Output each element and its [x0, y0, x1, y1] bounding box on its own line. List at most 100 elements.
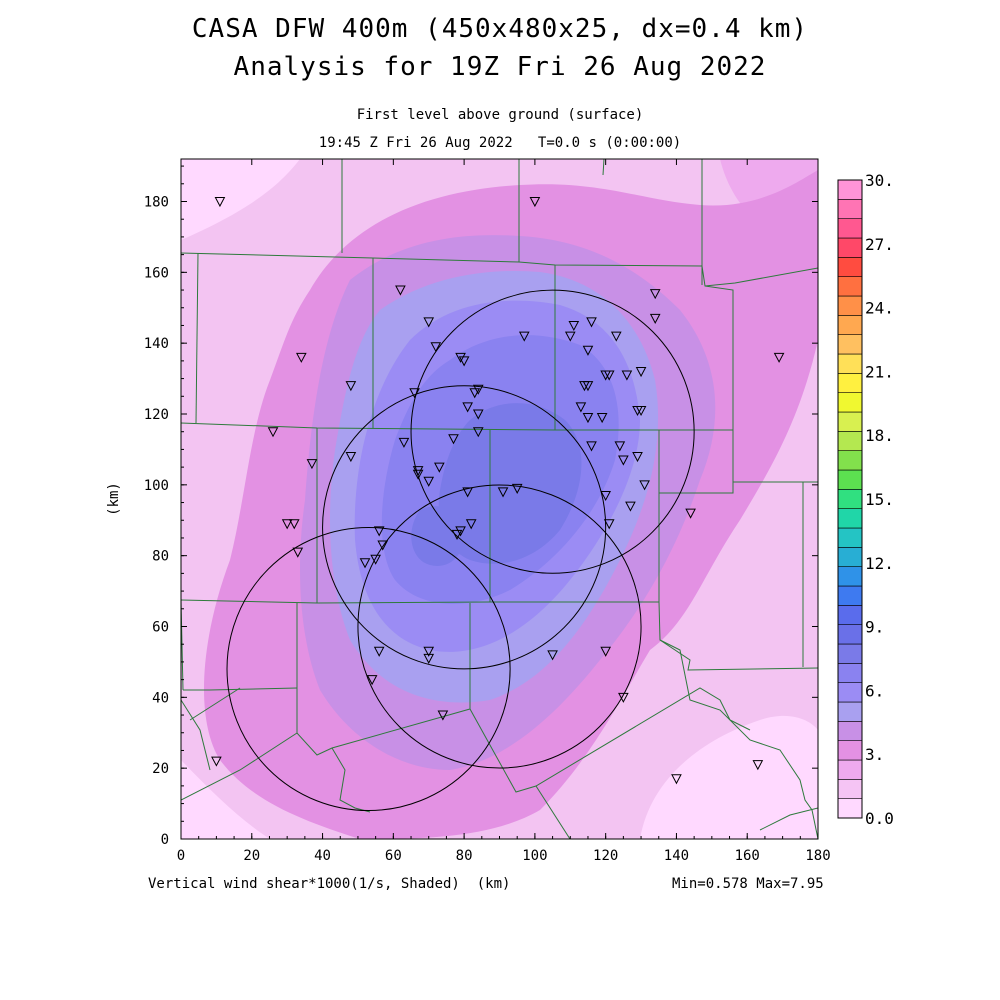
station-marker: [547, 650, 558, 661]
colorbar-swatch: [837, 431, 863, 451]
station-marker: [434, 462, 445, 473]
colorbar-swatch: [837, 295, 863, 316]
min-max-readout: Min=0.578 Max=7.95: [672, 876, 824, 892]
x-tick-label: 20: [243, 848, 260, 864]
x-tick-label: 0: [177, 848, 185, 864]
county-boundaries: [181, 159, 818, 839]
station-marker: [345, 381, 357, 392]
station-marker: [281, 519, 293, 530]
station-marker: [518, 331, 530, 342]
colorbar-swatch: [837, 199, 863, 219]
y-tick-label: 80: [152, 549, 169, 565]
station-marker: [618, 692, 629, 703]
station-marker: [621, 370, 633, 381]
range-ring: [410, 289, 695, 574]
station-marker: [649, 313, 661, 324]
station-marker: [409, 388, 420, 399]
station-marker: [373, 646, 385, 657]
colorbar-swatch: [837, 759, 863, 780]
station-marker: [596, 413, 608, 424]
station-marker: [430, 342, 442, 353]
colorbar-swatch: [837, 624, 863, 645]
colorbar-swatch: [837, 489, 863, 509]
plot-title-line-2: Analysis for 19Z Fri 26 Aug 2022: [233, 52, 767, 82]
station-marker: [497, 487, 509, 498]
station-marker: [455, 526, 466, 537]
colorbar-label: 3.: [865, 745, 884, 764]
y-tick-label: 180: [144, 195, 169, 211]
colorbar-swatch: [837, 257, 863, 277]
station-marker: [773, 352, 785, 363]
station-marker: [462, 402, 473, 413]
station-marker: [458, 356, 470, 367]
colorbar-swatch: [837, 276, 863, 297]
y-tick-label: 140: [144, 336, 169, 352]
station-marker: [395, 285, 406, 296]
colorbar-swatch: [837, 605, 863, 625]
plot-subtitle-level: First level above ground (surface): [356, 107, 644, 123]
station-marker: [423, 317, 435, 328]
station-marker: [345, 452, 357, 463]
x-tick-label: 140: [664, 848, 689, 864]
station-marker: [359, 558, 371, 569]
colorbar-swatch: [837, 469, 863, 490]
colorbar-label: 0.0: [865, 809, 894, 828]
x-tick-label: 160: [735, 848, 760, 864]
y-tick-label: 40: [152, 690, 169, 706]
station-marker: [752, 760, 764, 771]
field-description: Vertical wind shear*1000(1/s, Shaded) (k…: [148, 876, 511, 892]
y-tick-label: 0: [161, 832, 169, 848]
x-tick-label: 60: [385, 848, 402, 864]
station-marker: [603, 370, 615, 381]
y-tick-label: 120: [144, 407, 169, 423]
station-marker: [412, 466, 424, 477]
station-marker: [649, 289, 661, 300]
station-marker: [306, 459, 318, 470]
station-marker: [586, 441, 597, 452]
station-marker: [462, 487, 473, 498]
station-marker: [451, 529, 463, 540]
station-marker: [412, 469, 424, 480]
station-marker: [423, 476, 435, 487]
colorbar-swatch: [837, 411, 863, 432]
station-marker: [469, 388, 481, 399]
station-marker: [582, 413, 594, 424]
station-marker: [632, 452, 643, 463]
station-marker: [288, 519, 300, 530]
station-marker: [211, 756, 222, 767]
station-marker: [366, 675, 378, 686]
station-marker: [295, 352, 307, 363]
station-marker: [292, 547, 304, 558]
observation-stations: [211, 197, 785, 785]
station-marker: [437, 710, 449, 721]
colorbar-swatch: [837, 547, 863, 567]
station-marker: [373, 526, 385, 537]
station-marker: [600, 490, 611, 502]
colorbar-label: 6.: [865, 681, 884, 700]
station-marker: [685, 508, 696, 519]
colorbar-swatch: [837, 701, 863, 722]
station-marker: [267, 427, 279, 438]
x-tick-label: 180: [805, 848, 830, 864]
colorbar-swatch: [837, 682, 863, 703]
station-marker: [370, 554, 381, 565]
station-marker: [610, 331, 622, 342]
colorbar-swatch: [837, 527, 863, 548]
station-marker: [465, 519, 477, 530]
x-tick-label: 120: [593, 848, 618, 864]
colorbar-label: 24.: [865, 299, 894, 318]
range-ring: [357, 484, 642, 769]
range-ring: [226, 526, 511, 812]
station-marker: [455, 352, 466, 363]
colorbar-swatch: [837, 218, 863, 239]
colorbar-label: 30.: [865, 171, 894, 190]
station-marker: [586, 317, 597, 328]
station-marker: [639, 480, 650, 491]
station-marker: [511, 483, 523, 494]
station-marker: [423, 646, 435, 657]
station-marker: [398, 437, 410, 448]
station-marker: [529, 197, 541, 208]
y-axis: 0 20 40 60 80 100 120 140 160 180: [144, 165, 818, 848]
y-axis-label: (km): [106, 482, 122, 516]
shear-field-shading: [181, 159, 818, 839]
